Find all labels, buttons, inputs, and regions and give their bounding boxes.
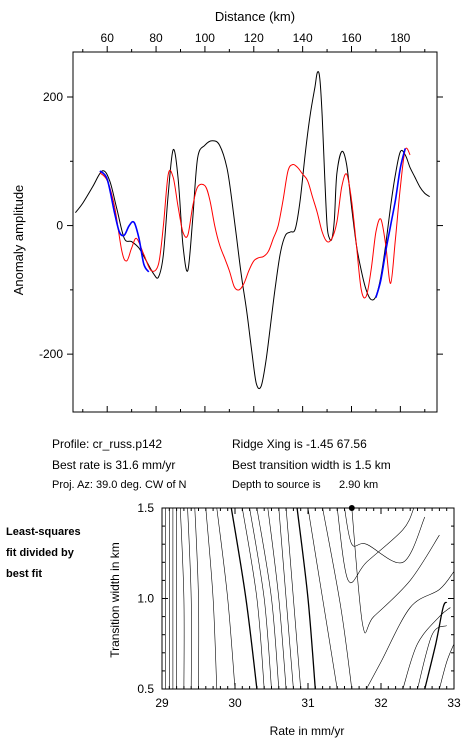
contour-line bbox=[351, 507, 440, 634]
best-fit-point bbox=[348, 505, 355, 511]
contour-line bbox=[267, 507, 287, 690]
contour-line bbox=[194, 507, 200, 690]
series-line-2 bbox=[99, 170, 150, 273]
contour-line bbox=[402, 607, 451, 690]
bottom-y-tick-label: 0.5 bbox=[137, 682, 154, 696]
contour-line bbox=[205, 507, 218, 690]
series-line-0 bbox=[75, 71, 430, 390]
contour-line bbox=[417, 625, 447, 690]
bottom-x-axis-title: Rate in mm/yr bbox=[270, 724, 345, 738]
series-line-3 bbox=[375, 148, 406, 298]
top-x-tick-label: 60 bbox=[101, 31, 115, 45]
misfit-description-line: best fit bbox=[6, 568, 43, 580]
contour-line bbox=[230, 507, 258, 690]
depth-to-source-value: 2.90 km bbox=[339, 479, 379, 491]
ridge-crossing-label: Ridge Xing is -1.45 67.56 bbox=[232, 437, 367, 451]
top-y-axis-title: Anomaly amplitude bbox=[11, 185, 26, 296]
contour-line bbox=[296, 507, 316, 690]
bottom-plot-frame bbox=[161, 507, 455, 690]
top-axis-ticks: 60 80 100 120 140 160 180 200 0 -200 bbox=[39, 31, 443, 412]
top-y-tick-label: -200 bbox=[39, 347, 63, 361]
bottom-x-tick-label: 31 bbox=[301, 696, 315, 710]
contour-line bbox=[285, 507, 301, 690]
top-x-tick-label: 120 bbox=[244, 31, 264, 45]
top-y-tick-label: 200 bbox=[43, 90, 63, 104]
contour-line bbox=[278, 507, 294, 690]
top-x-tick-label: 140 bbox=[293, 31, 313, 45]
anomaly-profile-chart: Distance (km) Anomaly amplitude 60 80 100 1… bbox=[11, 9, 443, 413]
series-line-1 bbox=[99, 147, 411, 299]
best-transition-width-label: Best transition width is 1.5 km bbox=[232, 458, 391, 472]
bottom-y-tick-label: 1.5 bbox=[137, 501, 154, 515]
misfit-description-line: fit divided by bbox=[6, 547, 74, 559]
top-y-tick-label: 0 bbox=[56, 219, 63, 233]
depth-to-source-label: Depth to source is bbox=[232, 479, 321, 491]
bottom-x-tick-label: 30 bbox=[228, 696, 242, 710]
top-plot-frame bbox=[72, 51, 438, 413]
bottom-axis-ticks: 29 30 31 32 33 0.5 1.0 1.5 bbox=[137, 501, 461, 710]
bottom-x-tick-label: 32 bbox=[374, 696, 388, 710]
bottom-x-tick-label: 33 bbox=[447, 696, 461, 710]
misfit-description-line: Least-squares bbox=[6, 526, 81, 538]
contour-line bbox=[344, 507, 426, 564]
contour-line bbox=[322, 507, 353, 690]
misfit-description: Least-squares fit divided by best fit bbox=[6, 522, 126, 585]
contour-lines-group bbox=[165, 507, 455, 690]
contour-line bbox=[180, 507, 185, 690]
bottom-x-tick-label: 29 bbox=[155, 696, 169, 710]
top-x-tick-label: 100 bbox=[195, 31, 215, 45]
bottom-y-tick-label: 1.0 bbox=[137, 592, 154, 606]
top-x-tick-label: 80 bbox=[149, 31, 163, 45]
contour-line bbox=[336, 507, 415, 583]
contour-line bbox=[366, 571, 455, 690]
contour-line bbox=[187, 507, 192, 690]
top-x-tick-label: 180 bbox=[390, 31, 410, 45]
contour-line bbox=[256, 507, 280, 690]
projection-azimuth-label: Proj. Az: 39.0 deg. CW of N bbox=[52, 479, 187, 491]
profile-label: Profile: cr_russ.p142 bbox=[52, 437, 163, 451]
best-fit-marker-group bbox=[348, 505, 355, 511]
contour-line bbox=[249, 507, 272, 690]
contour-line bbox=[242, 507, 265, 690]
contour-line bbox=[307, 507, 338, 690]
top-series-group bbox=[75, 71, 430, 390]
contour-line bbox=[216, 507, 236, 690]
best-rate-label: Best rate is 31.6 mm/yr bbox=[52, 458, 176, 472]
contour-line bbox=[424, 601, 448, 690]
contour-line bbox=[439, 643, 455, 690]
top-x-axis-title: Distance (km) bbox=[215, 9, 295, 24]
top-x-tick-label: 160 bbox=[341, 31, 361, 45]
